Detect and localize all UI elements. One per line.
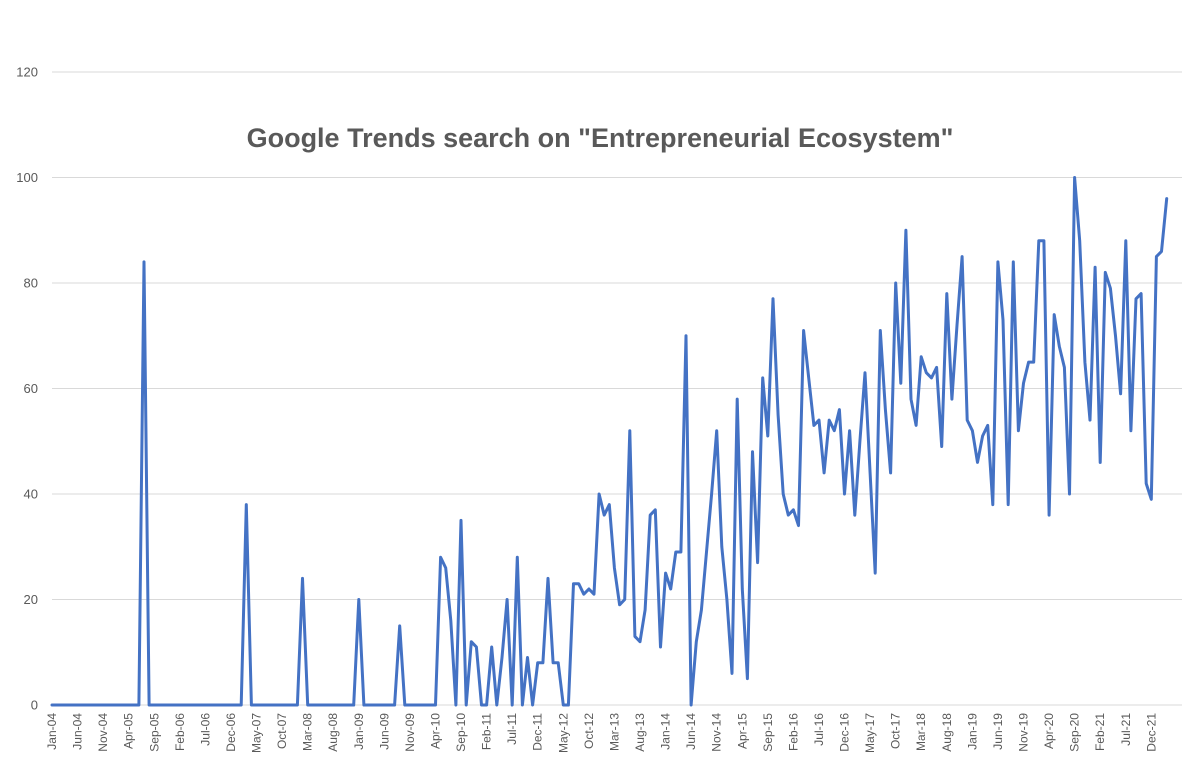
x-tick-label: Oct-17 — [889, 713, 903, 749]
y-tick-label: 100 — [16, 170, 38, 185]
x-tick-label: Feb-11 — [480, 713, 494, 750]
x-tick-label: Aug-18 — [940, 713, 954, 752]
y-tick-label: 20 — [24, 592, 38, 607]
x-tick-label: Feb-21 — [1093, 713, 1107, 751]
x-tick-label: Sep-15 — [761, 713, 775, 752]
x-tick-label: Jan-04 — [45, 713, 59, 750]
x-tick-label: Apr-15 — [735, 713, 749, 749]
x-tick-label: Dec-21 — [1144, 713, 1158, 752]
x-axis-tick-labels: Jan-04 Jun-04 Nov-04 Apr-05 Sep-05 Feb-06 Jul-… — [45, 713, 1158, 753]
x-tick-label: Jul-06 — [198, 713, 212, 746]
x-tick-label: Jun-04 — [71, 713, 85, 750]
x-tick-label: May-17 — [863, 713, 877, 753]
x-tick-label: Apr-05 — [122, 713, 136, 749]
x-tick-label: Jul-11 — [505, 713, 519, 745]
x-tick-label: Dec-06 — [224, 713, 238, 752]
x-tick-label: Dec-16 — [838, 713, 852, 752]
x-tick-label: Oct-07 — [275, 713, 289, 749]
x-tick-label: Feb-06 — [173, 713, 187, 751]
x-tick-label: Sep-20 — [1068, 713, 1082, 752]
chart-title: Google Trends search on "Entrepreneurial… — [247, 123, 954, 153]
x-tick-label: Nov-04 — [96, 713, 110, 752]
x-tick-label: Nov-14 — [710, 713, 724, 752]
x-tick-label: Mar-08 — [301, 713, 315, 751]
x-tick-label: Jan-19 — [965, 713, 979, 750]
x-tick-label: Jun-19 — [991, 713, 1005, 750]
x-tick-label: Sep-10 — [454, 713, 468, 752]
x-tick-label: Dec-11 — [531, 713, 545, 751]
x-tick-label: Oct-12 — [582, 713, 596, 749]
y-tick-label: 40 — [24, 487, 38, 502]
x-tick-label: Jan-14 — [659, 713, 673, 750]
x-tick-label: Mar-13 — [607, 713, 621, 751]
x-tick-label: May-12 — [556, 713, 570, 753]
gridlines — [52, 71, 1182, 600]
x-tick-label: Apr-20 — [1042, 713, 1056, 749]
x-tick-label: Apr-10 — [428, 713, 442, 749]
y-axis-tick-labels: 0 20 40 60 80 100 120 — [16, 65, 38, 713]
y-tick-label: 0 — [31, 698, 38, 713]
x-tick-label: Mar-18 — [914, 713, 928, 751]
x-tick-label: Aug-08 — [326, 713, 340, 752]
series-layer — [50, 176, 1169, 707]
x-tick-label: Jan-09 — [352, 713, 366, 750]
x-tick-label: Jul-16 — [812, 713, 826, 746]
x-tick-label: Sep-05 — [147, 713, 161, 752]
x-tick-label: Aug-13 — [633, 713, 647, 752]
x-tick-label: Feb-16 — [786, 713, 800, 751]
series-line — [50, 176, 1169, 707]
x-tick-label: Jun-14 — [684, 713, 698, 750]
y-tick-label: 80 — [24, 276, 38, 291]
y-tick-label: 60 — [24, 381, 38, 396]
x-tick-label: Nov-09 — [403, 713, 417, 752]
x-tick-label: Nov-19 — [1016, 713, 1030, 752]
y-tick-label: 120 — [16, 65, 38, 80]
x-tick-label: Jul-21 — [1119, 713, 1133, 746]
x-tick-label: Jun-09 — [377, 713, 391, 750]
x-tick-label: May-07 — [250, 713, 264, 753]
